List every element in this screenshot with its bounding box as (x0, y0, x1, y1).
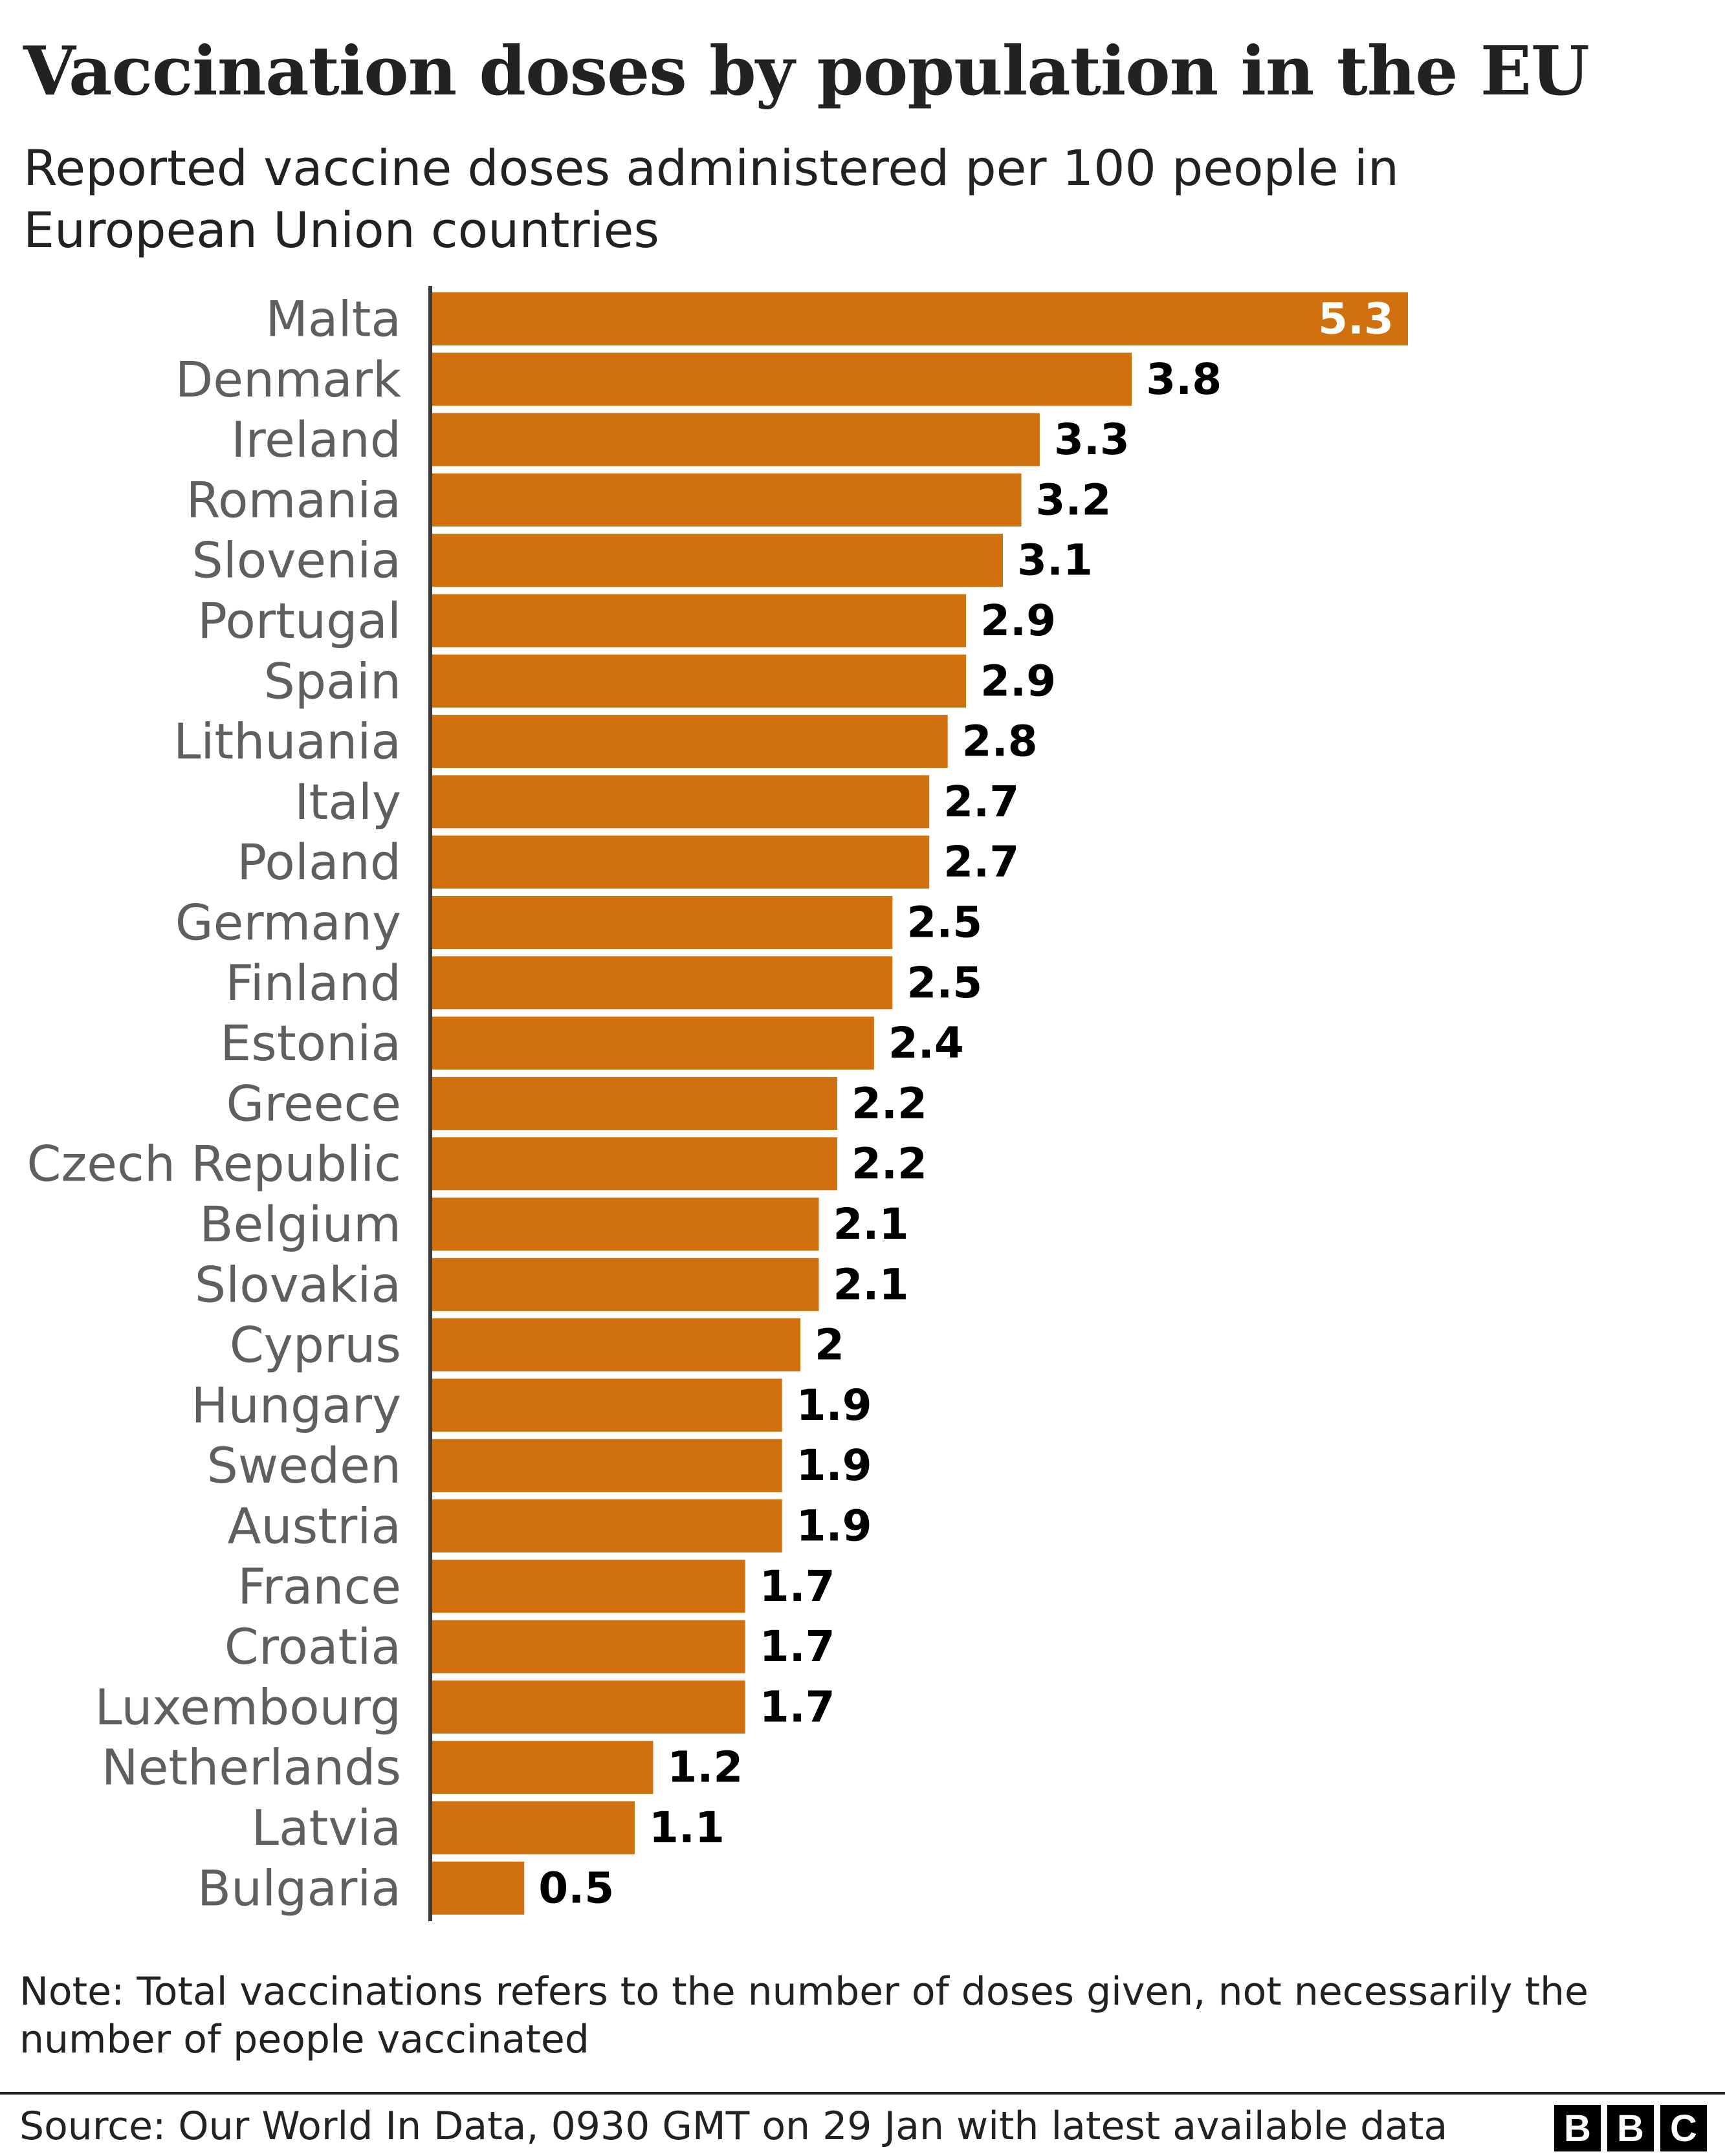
data-label: 0.5 (538, 1863, 614, 1913)
data-label: 1.9 (797, 1441, 872, 1490)
bar-cyprus (432, 1318, 801, 1372)
bar-lithuania (432, 715, 948, 768)
category-label: Italy (294, 773, 401, 831)
data-label: 3.2 (1035, 475, 1111, 525)
data-label: 1.7 (760, 1622, 835, 1671)
bar-austria (432, 1499, 782, 1552)
bar-latvia (432, 1801, 635, 1855)
data-label: 1.9 (797, 1501, 872, 1551)
bar-luxembourg (432, 1680, 745, 1734)
category-label: Finland (225, 954, 401, 1012)
bar-poland (432, 835, 930, 889)
bar-finland (432, 956, 893, 1010)
category-label: Spain (264, 652, 401, 710)
bar-estonia (432, 1016, 874, 1070)
chart-title: Vaccination doses by population in the E… (23, 31, 1590, 111)
bar-portugal (432, 594, 967, 648)
bar-germany (432, 896, 893, 949)
data-label: 1.7 (760, 1562, 835, 1611)
bbc-logo-letter: C (1660, 2105, 1707, 2151)
data-label: 2.5 (906, 958, 982, 1008)
category-label: Lithuania (173, 713, 401, 770)
category-label: Bulgaria (197, 1859, 401, 1917)
bbc-logo-letter: B (1554, 2105, 1601, 2151)
bar-belgium (432, 1197, 819, 1251)
bar-ireland (432, 413, 1040, 466)
bar-italy (432, 775, 930, 829)
category-label: Czech Republic (27, 1135, 401, 1193)
category-label: Poland (237, 833, 401, 891)
data-label: 2.4 (888, 1018, 964, 1068)
data-label: 1.2 (667, 1743, 743, 1792)
bar-chart: Malta 5.3 Denmark 3.8 Ireland 3.3 Romania 3.2 Sl… (27, 286, 1408, 1921)
data-label: 1.1 (649, 1803, 725, 1853)
source-text: Source: Our World In Data, 0930 GMT on 2… (19, 2104, 1448, 2149)
data-label: 3.3 (1054, 415, 1130, 464)
bar-hungary (432, 1378, 782, 1432)
category-label: Cyprus (230, 1316, 401, 1374)
category-label: Germany (175, 894, 401, 952)
category-label: Ireland (231, 411, 401, 468)
bar-croatia (432, 1620, 745, 1673)
data-label: 2.2 (852, 1139, 927, 1189)
category-label: Malta (265, 290, 401, 348)
data-label: 3.8 (1146, 354, 1222, 404)
data-label: 2.8 (962, 717, 1038, 767)
data-label: 2.9 (980, 596, 1056, 646)
category-label: France (237, 1558, 401, 1615)
bar-greece (432, 1076, 837, 1130)
category-label: Austria (228, 1497, 402, 1555)
category-label: Hungary (191, 1377, 401, 1434)
data-label: 2.7 (943, 777, 1019, 827)
data-label: 2.5 (906, 898, 982, 948)
bar-slovenia (432, 534, 1004, 587)
data-label: 2.2 (852, 1078, 927, 1128)
bar-slovakia (432, 1258, 819, 1311)
category-label: Sweden (207, 1437, 401, 1494)
data-label: 2 (815, 1320, 844, 1370)
chart-note: Note: Total vaccinations refers to the n… (19, 1969, 1588, 2062)
bar-romania (432, 473, 1022, 527)
bar-czech-republic (432, 1137, 837, 1191)
category-label: Denmark (175, 351, 401, 408)
category-label: Croatia (225, 1618, 401, 1675)
data-label: 3.1 (1017, 536, 1093, 585)
category-label: Belgium (199, 1195, 401, 1253)
bbc-logo-letter: B (1607, 2105, 1654, 2151)
data-label: 5.3 (1318, 294, 1394, 344)
bar-sweden (432, 1439, 782, 1492)
category-label: Luxembourg (94, 1678, 401, 1736)
bar-france (432, 1560, 745, 1613)
bar-bulgaria (432, 1861, 525, 1915)
data-label: 1.9 (797, 1380, 872, 1430)
category-label: Romania (186, 471, 401, 528)
data-label: 2.1 (833, 1199, 909, 1249)
category-label: Portugal (197, 592, 401, 649)
footer-divider (0, 2092, 1725, 2095)
category-label: Netherlands (102, 1739, 401, 1796)
category-label: Estonia (220, 1014, 401, 1072)
category-label: Latvia (252, 1799, 401, 1857)
bar-netherlands (432, 1741, 654, 1794)
bar-spain (432, 654, 967, 708)
data-label: 1.7 (760, 1682, 835, 1732)
bar-malta (432, 292, 1408, 345)
data-label: 2.9 (980, 656, 1056, 706)
bbc-logo: B B C (1554, 2105, 1707, 2151)
category-label: Slovenia (192, 532, 401, 589)
data-label: 2.1 (833, 1259, 909, 1309)
category-label: Greece (226, 1074, 401, 1132)
chart-subtitle: Reported vaccine doses administered per … (23, 139, 1400, 259)
bar-denmark (432, 353, 1132, 406)
category-label: Slovakia (195, 1256, 401, 1313)
data-label: 2.7 (943, 837, 1019, 887)
